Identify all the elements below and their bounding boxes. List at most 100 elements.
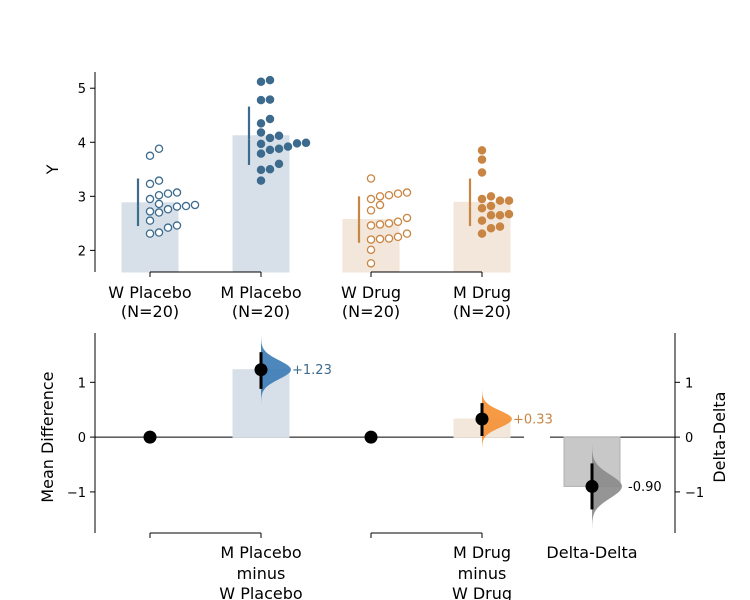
comparison-label-line1: M Drug: [453, 543, 511, 562]
data-point: [256, 165, 266, 175]
y-tick-label-left: 0: [78, 431, 86, 446]
data-point: [504, 196, 514, 205]
delta-delta-label: Delta-Delta: [546, 543, 637, 562]
data-point: [265, 165, 275, 174]
data-point: [402, 213, 412, 223]
data-point: [265, 133, 275, 143]
data-point: [163, 223, 173, 232]
difference-point: [254, 363, 268, 377]
data-point: [145, 229, 155, 238]
comparison-label-line2: minus: [458, 564, 507, 583]
data-point: [366, 235, 376, 244]
data-point: [292, 139, 302, 148]
data-point: [375, 200, 385, 210]
data-point: [274, 159, 284, 169]
data-point: [477, 203, 487, 213]
data-point: [366, 194, 376, 204]
data-point: [393, 217, 403, 226]
data-point: [256, 139, 266, 149]
x-tick-label-count: (N=20): [121, 302, 179, 321]
data-point: [477, 168, 487, 177]
data-point: [477, 229, 487, 238]
data-point: [495, 210, 505, 220]
y-axis-label: Y: [43, 164, 62, 175]
data-point: [504, 209, 514, 219]
data-point: [172, 202, 182, 211]
data-point: [402, 229, 412, 238]
data-point: [154, 190, 164, 200]
data-point: [477, 146, 487, 155]
delta-delta-distribution: [592, 444, 622, 529]
data-point: [495, 196, 505, 205]
data-point: [274, 131, 284, 141]
y-tick-label-right: 0: [685, 431, 693, 446]
x-tick-label-count: (N=20): [342, 302, 400, 321]
y-axis-label-left: Mean Difference: [38, 372, 57, 503]
data-point: [366, 245, 376, 255]
data-point: [154, 199, 164, 209]
data-point: [163, 189, 173, 198]
data-point: [477, 216, 487, 225]
data-point: [384, 219, 394, 228]
y-tick-label: 5: [78, 82, 86, 97]
bootstrap-distribution: [482, 388, 512, 450]
data-point: [181, 201, 191, 211]
data-point: [256, 77, 266, 86]
comparison-label-line1: M Placebo: [220, 543, 301, 562]
data-point: [256, 119, 266, 128]
data-point: [256, 95, 266, 105]
bootstrap-distribution: [261, 335, 291, 404]
y-tick-label-left: 1: [78, 376, 86, 391]
data-point: [154, 144, 164, 154]
data-point: [154, 208, 164, 217]
data-point: [256, 128, 266, 137]
data-point: [274, 144, 284, 154]
x-tick-label: W Placebo: [108, 283, 191, 302]
data-point: [145, 179, 155, 189]
x-tick-label-count: (N=20): [453, 302, 511, 321]
data-point: [366, 174, 376, 183]
data-point: [265, 75, 275, 85]
y-axis-label-right: Delta-Delta: [710, 392, 729, 483]
reference-point: [143, 430, 157, 444]
data-point: [265, 114, 275, 124]
data-point: [190, 200, 200, 210]
y-tick-label: 3: [78, 190, 86, 205]
y-tick-label: 4: [78, 136, 86, 151]
data-point: [265, 95, 275, 104]
data-point: [486, 223, 496, 233]
x-tick-label: W Drug: [341, 283, 401, 302]
y-tick-label-left: −1: [67, 486, 86, 501]
delta-delta-annotation: -0.90: [628, 480, 662, 495]
data-point: [145, 194, 155, 204]
data-point: [486, 210, 496, 220]
data-point: [283, 142, 293, 151]
data-point: [301, 138, 311, 148]
x-tick-label: M Drug: [453, 283, 511, 302]
data-point: [393, 189, 403, 198]
data-point: [384, 190, 394, 200]
comparison-label-line3: W Placebo: [219, 584, 302, 600]
y-tick-label-right: −1: [685, 486, 704, 501]
delta-delta-point: [585, 479, 599, 493]
data-point: [145, 216, 155, 225]
data-point: [145, 207, 155, 216]
data-point: [375, 234, 385, 244]
data-point: [486, 192, 496, 201]
data-point: [375, 192, 385, 201]
data-point: [402, 188, 412, 197]
data-point: [145, 151, 155, 161]
data-point: [256, 149, 266, 158]
data-point: [477, 194, 487, 204]
data-point: [477, 155, 487, 164]
data-point: [366, 206, 376, 215]
data-point: [154, 176, 164, 185]
data-point: [172, 188, 182, 197]
x-tick-label: M Placebo: [220, 283, 301, 302]
comparison-label-line3: W Drug: [452, 584, 512, 600]
data-point: [163, 205, 173, 214]
difference-annotation: +1.23: [292, 363, 332, 378]
x-tick-label-count: (N=20): [232, 302, 290, 321]
